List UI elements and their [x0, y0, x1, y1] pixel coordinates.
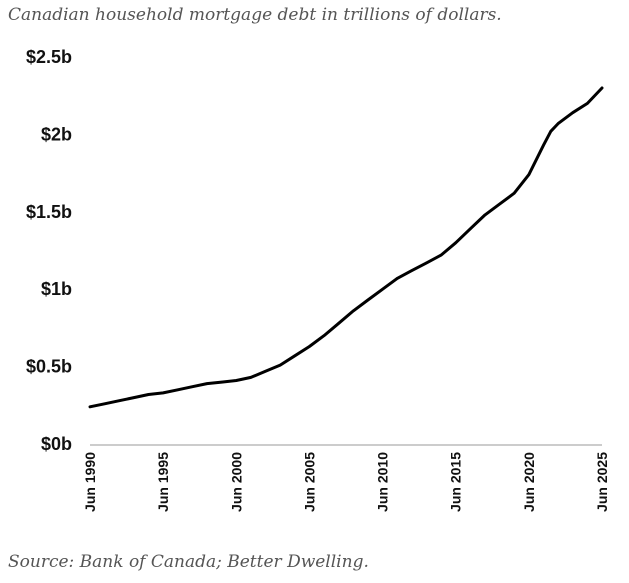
- data-point: [381, 288, 384, 291]
- data-point: [278, 363, 282, 367]
- data-point: [235, 379, 238, 382]
- data-point: [249, 376, 253, 379]
- chart-source: Source: Bank of Canada; Better Dwelling.: [8, 552, 369, 572]
- data-point: [308, 345, 311, 348]
- y-tick-label: $0.5b: [26, 357, 72, 377]
- data-point: [556, 122, 560, 125]
- data-point: [542, 144, 545, 147]
- data-point: [220, 380, 223, 384]
- x-tick-label: Jun 2010: [375, 452, 391, 512]
- data-point: [103, 402, 106, 405]
- data-point: [176, 388, 179, 392]
- data-point: [337, 322, 340, 325]
- data-point: [425, 261, 428, 265]
- data-point: [191, 385, 194, 388]
- data-point: [396, 277, 399, 280]
- series-line: [88, 86, 604, 409]
- y-tick-label: $1b: [41, 279, 72, 299]
- data-point: [205, 382, 209, 385]
- data-point: [439, 253, 443, 257]
- data-point: [132, 396, 136, 399]
- data-point: [549, 130, 552, 133]
- data-point: [147, 393, 150, 396]
- x-tick-label: Jun 2020: [521, 452, 537, 512]
- data-point: [586, 102, 589, 105]
- x-tick-label: Jun 2000: [228, 452, 244, 512]
- chart-title: Canadian household mortgage debt in tril…: [8, 5, 502, 25]
- data-point: [88, 405, 92, 409]
- y-tick-label: $2b: [41, 124, 72, 144]
- x-axis-ticks: Jun 1990 Jun 1995 Jun 2000 Jun 2005 Jun 2010…: [82, 452, 610, 512]
- x-tick-label: Jun 1990: [82, 452, 98, 512]
- data-point: [600, 86, 604, 90]
- data-point: [161, 391, 165, 395]
- y-axis-ticks: $0b $0.5b $1b $1.5b $2b $2.5b: [26, 47, 72, 454]
- data-point: [352, 309, 355, 313]
- y-tick-label: $2.5b: [26, 47, 72, 67]
- data-point: [264, 370, 267, 373]
- data-point: [454, 241, 457, 244]
- data-point: [571, 111, 574, 114]
- y-tick-label: $0b: [41, 434, 72, 454]
- data-point: [322, 334, 326, 337]
- x-tick-label: Jun 2025: [594, 452, 610, 512]
- data-point: [118, 399, 121, 402]
- data-point: [366, 298, 370, 302]
- data-point: [513, 192, 516, 195]
- x-tick-label: Jun 2015: [448, 452, 464, 512]
- data-point: [483, 213, 487, 217]
- data-point: [293, 354, 296, 357]
- data-point: [498, 202, 501, 206]
- data-point: [527, 173, 531, 176]
- x-tick-label: Jun 1995: [155, 452, 171, 512]
- y-tick-label: $1.5b: [26, 202, 72, 222]
- x-tick-label: Jun 2005: [301, 452, 317, 512]
- data-point: [469, 227, 472, 231]
- data-point: [410, 269, 414, 272]
- series-points: [88, 86, 604, 409]
